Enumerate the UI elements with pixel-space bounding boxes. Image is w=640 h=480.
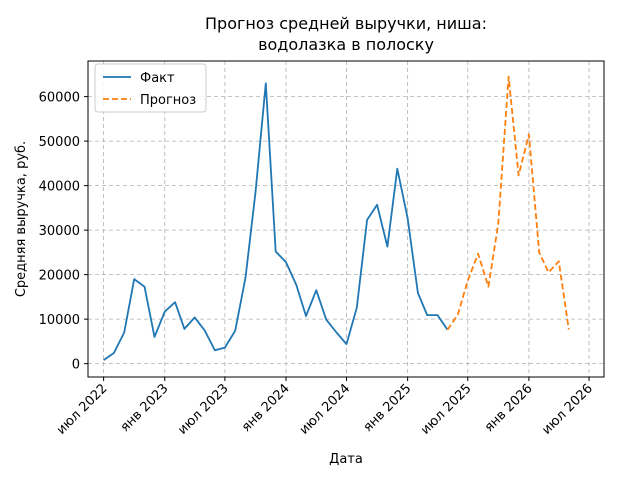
y-axis-label: Средняя выручка, руб.	[14, 141, 29, 297]
y-tick-label: 60000	[39, 91, 80, 106]
legend-label: Прогноз	[140, 93, 196, 108]
x-tick-label: июл 2022	[54, 381, 111, 438]
legend-label: Факт	[140, 71, 175, 86]
x-tick-label: янв 2023	[118, 381, 172, 435]
x-tick-label: июл 2026	[539, 381, 596, 438]
y-tick-label: 40000	[39, 180, 80, 195]
legend-box	[94, 63, 207, 113]
y-tick-label: 50000	[39, 135, 80, 150]
y-axis: 0 10000 20000 30000 40000 50000 60000	[39, 91, 88, 373]
x-axis: июл 2022 янв 2023 июл 2023 янв 2024 июл 2024…	[54, 377, 596, 438]
y-tick-label: 0	[72, 358, 80, 373]
series-lines	[103, 75, 570, 361]
y-tick-label: 30000	[39, 224, 80, 239]
chart-title: Прогноз средней выручки, ниша: водолазка …	[205, 14, 487, 54]
y-tick-label: 10000	[39, 313, 80, 328]
x-tick-label: янв 2026	[482, 381, 536, 435]
chart-title-line: Прогноз средней выручки, ниша:	[205, 14, 487, 33]
series-line-forecast	[446, 75, 570, 331]
x-tick-label: июл 2025	[418, 381, 475, 438]
legend: Факт Прогноз	[94, 63, 207, 113]
y-tick-label: 20000	[39, 269, 80, 284]
x-tick-label: янв 2025	[361, 381, 415, 435]
series-line-actual	[103, 82, 449, 361]
x-tick-label: июл 2024	[297, 381, 354, 438]
x-tick-label: янв 2024	[239, 381, 293, 435]
x-tick-label: июл 2023	[175, 381, 232, 438]
chart-title-line: водолазка в полоску	[258, 35, 434, 54]
x-axis-label: Дата	[329, 452, 363, 467]
